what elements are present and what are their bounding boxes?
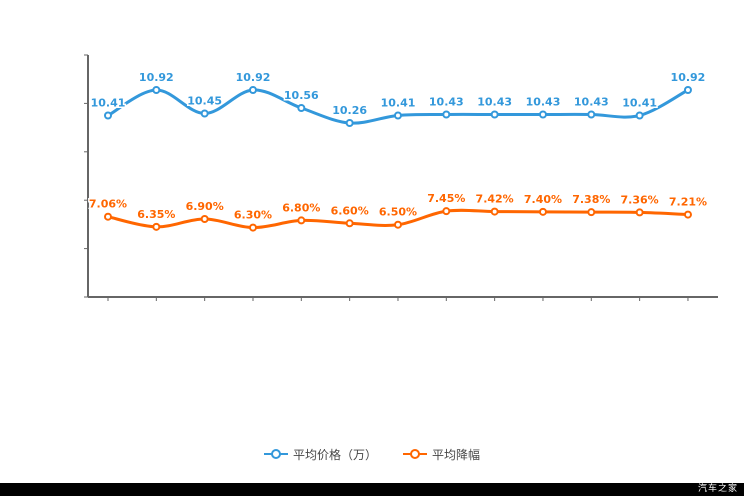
data-label: 10.92 [139, 71, 174, 84]
data-label: 10.41 [91, 97, 126, 110]
data-point[interactable] [345, 219, 354, 228]
data-label: 10.92 [671, 71, 706, 84]
data-point[interactable] [538, 110, 547, 119]
legend-item-avg-discount[interactable]: 平均降幅 [403, 445, 480, 464]
data-point[interactable] [248, 223, 257, 232]
data-point[interactable] [635, 208, 644, 217]
line-marker-icon [403, 445, 427, 464]
data-point[interactable] [635, 111, 644, 120]
chart-legend: 平均价格（万） 平均降幅 [0, 444, 744, 464]
data-label: 10.43 [429, 96, 464, 109]
data-label: 6.35% [137, 208, 175, 221]
data-point[interactable] [152, 86, 161, 94]
data-point[interactable] [297, 104, 306, 112]
data-label: 10.56 [284, 89, 319, 102]
data-point[interactable] [393, 220, 402, 229]
data-label: 7.40% [524, 193, 562, 206]
data-point[interactable] [442, 207, 451, 216]
data-label: 7.38% [572, 193, 610, 206]
data-label: 10.43 [477, 96, 512, 109]
data-point[interactable] [104, 111, 112, 120]
data-point[interactable] [683, 86, 692, 94]
data-point[interactable] [490, 110, 499, 119]
data-point[interactable] [393, 111, 402, 120]
data-label: 10.41 [381, 97, 416, 110]
legend-item-avg-price[interactable]: 平均价格（万） [263, 445, 377, 464]
data-point[interactable] [200, 215, 209, 223]
data-point[interactable] [200, 109, 209, 118]
data-label: 6.60% [331, 204, 369, 217]
axis-ticks [84, 54, 689, 301]
data-label: 10.43 [574, 96, 609, 109]
data-label: 6.30% [234, 209, 272, 222]
data-point[interactable] [683, 210, 692, 219]
legend-label-avg-discount: 平均降幅 [432, 447, 481, 462]
data-point[interactable] [587, 208, 596, 217]
data-label: 10.41 [622, 97, 657, 110]
data-point[interactable] [248, 86, 257, 94]
data-label: 7.21% [669, 196, 707, 209]
data-label: 7.06% [89, 198, 127, 211]
data-point[interactable] [587, 110, 596, 119]
data-label: 7.36% [621, 193, 659, 206]
data-label: 6.50% [379, 206, 417, 219]
data-label: 10.92 [236, 71, 271, 84]
data-point[interactable] [442, 110, 451, 119]
data-label: 6.80% [282, 201, 320, 214]
data-point[interactable] [538, 207, 547, 216]
data-label: 7.45% [427, 192, 465, 205]
line-marker-icon [263, 445, 288, 464]
series-0: 10.41 10.92 10.45 10.92 10.56 10.26 10.41 10.43… [89, 70, 707, 127]
data-label: 7.42% [476, 193, 514, 206]
data-label: 6.90% [186, 200, 224, 213]
watermark-bar: 汽车之家 [0, 483, 744, 496]
data-label: 10.45 [187, 95, 222, 108]
data-label: 10.43 [526, 96, 561, 109]
line-chart: 10.41 10.92 10.45 10.92 10.56 10.26 10.41 10.43… [84, 54, 718, 301]
series-1: 7.06% 6.35% 6.90% 6.30% 6.80% 6.60% 6.50% 7.45%… [87, 191, 709, 232]
brand-watermark: 汽车之家 [697, 484, 738, 494]
data-point[interactable] [345, 119, 354, 127]
legend-label-avg-price: 平均价格（万） [292, 447, 377, 462]
data-point[interactable] [297, 216, 306, 225]
data-point[interactable] [490, 207, 499, 216]
data-point[interactable] [152, 222, 161, 231]
data-label: 10.26 [332, 104, 367, 117]
data-point[interactable] [104, 212, 112, 221]
